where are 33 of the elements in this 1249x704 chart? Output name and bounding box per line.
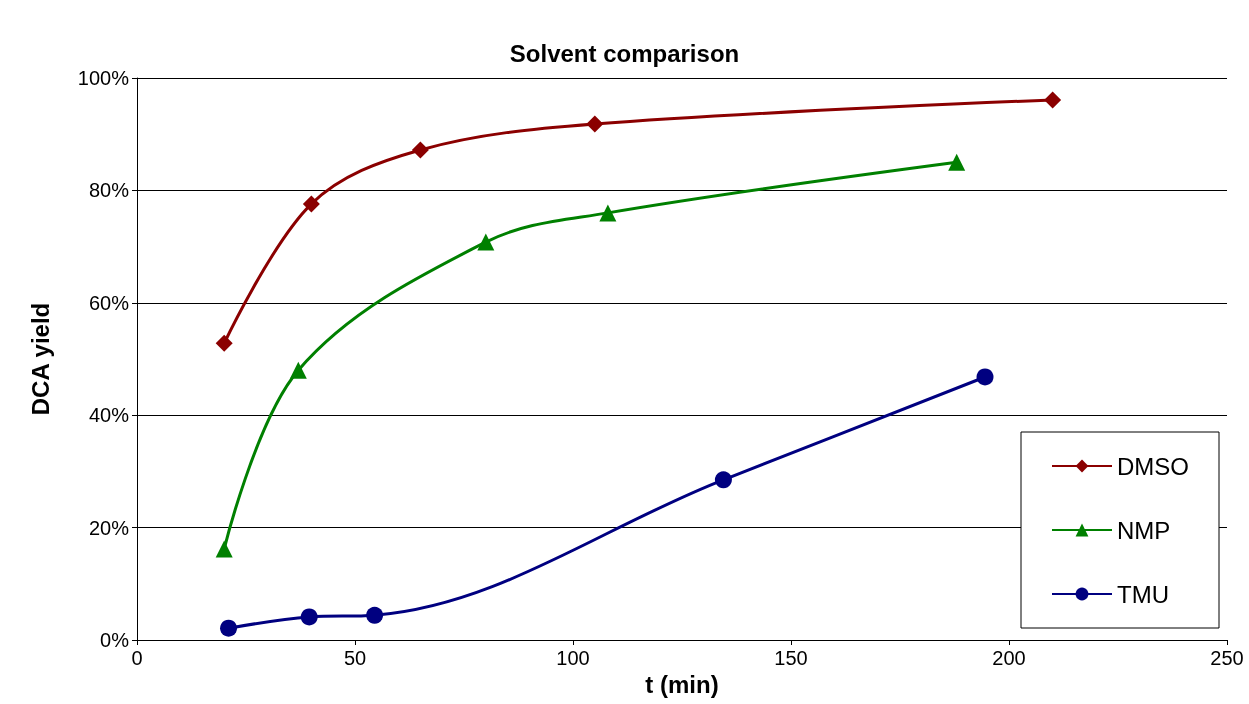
point bbox=[948, 153, 966, 171]
point bbox=[477, 233, 495, 251]
y-tick-label: 80% bbox=[88, 179, 130, 202]
point bbox=[215, 334, 233, 352]
y-tick-label: 0% bbox=[100, 629, 130, 651]
point bbox=[586, 115, 604, 133]
point bbox=[976, 368, 994, 386]
y-tick-label: 60% bbox=[88, 291, 130, 314]
point bbox=[599, 204, 617, 222]
y-tick-label: 20% bbox=[88, 516, 130, 539]
point bbox=[1044, 91, 1062, 109]
chart-title: Solvent comparison bbox=[509, 39, 740, 67]
legend-label: TMU bbox=[1117, 580, 1169, 608]
point bbox=[366, 606, 384, 624]
point bbox=[300, 608, 318, 626]
y-axis-title: DCA yield bbox=[26, 302, 54, 416]
x-tick-label: 0 bbox=[131, 647, 143, 669]
legend-label: NMP bbox=[1117, 516, 1171, 544]
point bbox=[302, 195, 320, 213]
x-tick-label: 250 bbox=[1210, 647, 1244, 669]
x-tick-label: 100 bbox=[556, 647, 590, 669]
point bbox=[714, 471, 732, 489]
x-tick-label: 200 bbox=[992, 647, 1026, 669]
legend-label: DMSO bbox=[1117, 452, 1189, 480]
point bbox=[215, 540, 233, 558]
x-tick-label: 50 bbox=[343, 647, 367, 669]
x-axis-title: t (min) bbox=[645, 671, 719, 699]
y-tick-label: 40% bbox=[88, 404, 130, 427]
x-tick-label: 150 bbox=[774, 647, 808, 669]
point bbox=[289, 361, 307, 379]
point bbox=[220, 619, 238, 637]
y-tick-label: 100% bbox=[77, 67, 130, 89]
point bbox=[411, 141, 429, 159]
